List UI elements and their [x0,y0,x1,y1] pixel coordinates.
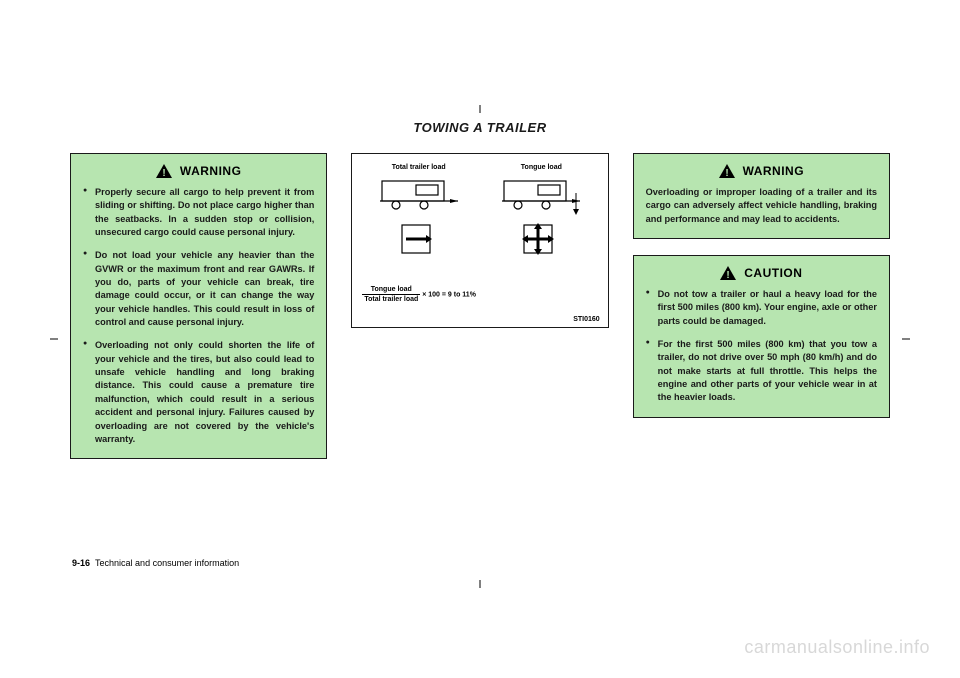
box-header: ! CAUTION [646,266,877,280]
columns: ! WARNING Properly secure all cargo to h… [70,153,890,459]
box-body: Do not tow a trailer or haul a heavy loa… [646,288,877,405]
warning-icon: ! [156,164,172,178]
box-title: WARNING [743,164,805,178]
trailer-icon [496,175,586,275]
diagram-code: STI0160 [573,316,599,323]
trailer-label: Tongue load [521,164,562,171]
page: TOWING A TRAILER ! WARNING Properly secu… [0,0,960,678]
caution-item: Do not tow a trailer or haul a heavy loa… [646,288,877,328]
middle-column: Total trailer load [351,153,608,459]
section-title: TOWING A TRAILER [70,120,890,135]
warning-box-right: ! WARNING Overloading or improper loadin… [633,153,890,239]
caution-box: ! CAUTION Do not tow a trailer or haul a… [633,255,890,418]
warning-item: Do not load your vehicle any heavier tha… [83,249,314,329]
trailer-right: Tongue load [485,164,598,275]
chapter-title: Technical and consumer information [95,558,239,568]
left-column: ! WARNING Properly secure all cargo to h… [70,153,327,459]
formula-denominator: Total trailer load [362,295,420,304]
crop-mark [50,339,58,340]
trailer-label: Total trailer load [392,164,446,171]
box-title: CAUTION [744,266,802,280]
trailer-left: Total trailer load [362,164,475,275]
crop-mark [480,105,481,113]
trailer-icon [374,175,464,275]
page-number: 9-16 [72,558,90,568]
right-column: ! WARNING Overloading or improper loadin… [633,153,890,459]
warning-icon: ! [720,266,736,280]
box-body: Overloading or improper loading of a tra… [646,186,877,226]
crop-mark [902,339,910,340]
diagram-box: Total trailer load [351,153,608,328]
box-title: WARNING [180,164,242,178]
warning-icon: ! [719,164,735,178]
svg-text:!: ! [727,270,730,280]
warning-item: Overloading not only could shorten the l… [83,339,314,446]
formula-numerator: Tongue load [362,285,420,295]
watermark: carmanualsonline.info [744,637,930,658]
formula-rhs: × 100 = 9 to 11% [422,291,476,298]
warning-text: Overloading or improper loading of a tra… [646,186,877,226]
box-header: ! WARNING [646,164,877,178]
warning-item: Properly secure all cargo to help preven… [83,186,314,239]
svg-text:!: ! [162,168,165,178]
caution-item: For the first 500 miles (800 km) that yo… [646,338,877,405]
formula-fraction: Tongue load Total trailer load [362,285,420,304]
warning-box-left: ! WARNING Properly secure all cargo to h… [70,153,327,459]
box-header: ! WARNING [83,164,314,178]
page-footer: 9-16 Technical and consumer information [72,558,239,568]
crop-mark [480,580,481,588]
box-body: Properly secure all cargo to help preven… [83,186,314,446]
svg-text:!: ! [725,168,728,178]
diagram-content: Total trailer load [362,164,597,275]
formula: Tongue load Total trailer load × 100 = 9… [362,285,597,304]
